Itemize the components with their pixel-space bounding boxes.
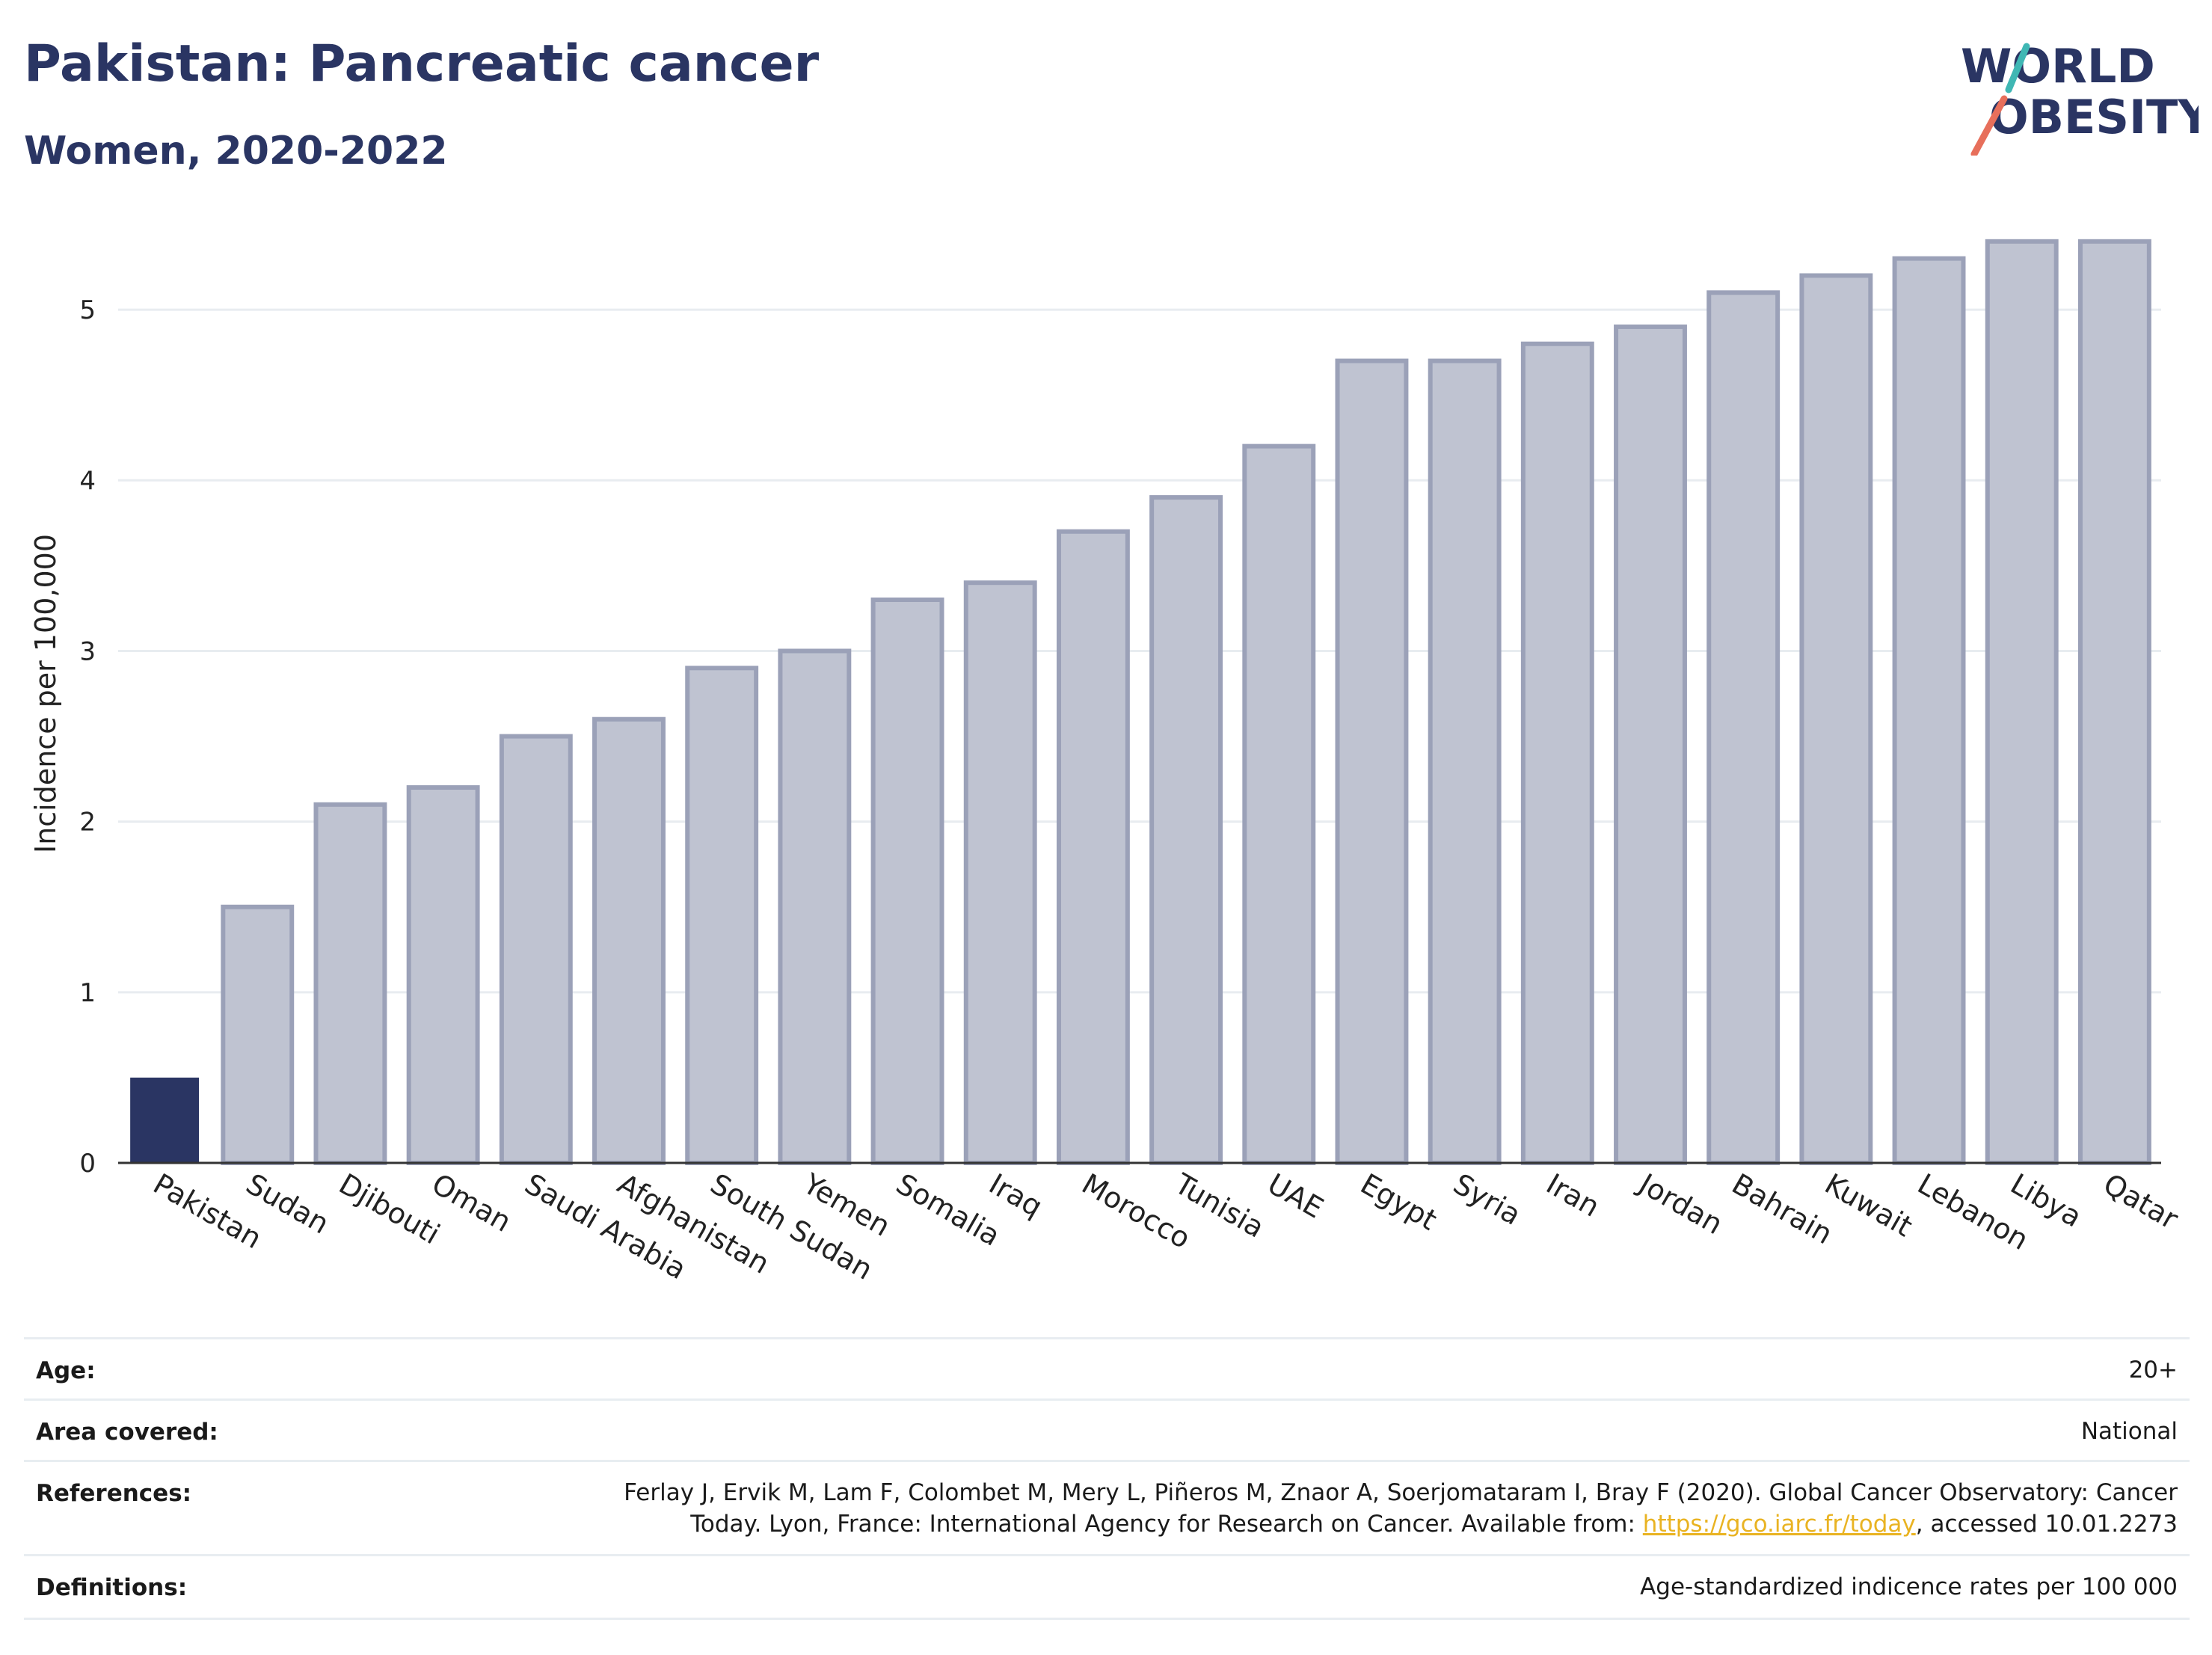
logo-line2: OBESITY [1989, 90, 2199, 144]
y-axis-label: Incidence per 100,000 [29, 534, 62, 853]
bar-tunisia [1149, 495, 1223, 1165]
bar-libya [1985, 239, 2059, 1165]
bar-morocco [1056, 529, 1130, 1165]
bar-syria [1428, 358, 1502, 1166]
y-tick-label: 2 [79, 808, 96, 838]
y-tick-label: 5 [79, 295, 96, 325]
bar-yemen [778, 648, 852, 1165]
bar-kuwait [1799, 273, 1873, 1165]
x-tick-label: Iran [1540, 1167, 1605, 1223]
bar-uae [1242, 443, 1316, 1165]
bar-iran [1520, 341, 1594, 1165]
x-tick-label: Iraq [983, 1167, 1048, 1223]
x-tick-label: Djibouti [334, 1167, 446, 1251]
x-tick-label: Jordan [1632, 1167, 1728, 1241]
meta-row-definitions: Definitions: Age-standardized indicence … [24, 1554, 2190, 1620]
bar-bahrain [1706, 290, 1781, 1166]
y-tick-label: 1 [79, 978, 96, 1008]
logo-line1: WORLD [1961, 39, 2155, 93]
bar-sudan [221, 904, 295, 1166]
bar-qatar [2077, 239, 2151, 1165]
references-line2-pre: Today. Lyon, France: International Agenc… [690, 1511, 1643, 1538]
age-value: 20+ [2128, 1357, 2178, 1384]
meta-row-area: Area covered: National [24, 1398, 2190, 1462]
bar-oman [406, 785, 480, 1165]
references-line2: Today. Lyon, France: International Agenc… [690, 1508, 2178, 1540]
y-tick-label: 3 [79, 636, 96, 666]
references-line1: Ferlay J, Ervik M, Lam F, Colombet M, Me… [624, 1479, 2178, 1506]
definitions-label: Definitions: [36, 1574, 188, 1601]
bar-egypt [1335, 358, 1409, 1166]
y-tick-label: 4 [79, 466, 96, 496]
references-link[interactable]: https://gco.iarc.fr/today [1642, 1511, 1916, 1538]
meta-row-age: Age: 20+ [24, 1337, 2190, 1401]
chart-subtitle: Women, 2020-2022 [24, 129, 448, 174]
x-tick-label: Syria [1448, 1167, 1526, 1232]
bar-iraq [963, 580, 1037, 1165]
world-obesity-logo: WORLD OBESITY [1961, 39, 2199, 156]
bar-saudi-arabia [499, 734, 573, 1165]
references-line2-post: , accessed 10.01.2273 [1915, 1511, 2178, 1538]
bar-jordan [1614, 324, 1687, 1166]
bar-south-sudan [685, 666, 759, 1165]
area-value: National [2080, 1418, 2178, 1445]
references-label: References: [36, 1480, 192, 1507]
chart-title: Pakistan: Pancreatic cancer [24, 34, 820, 93]
x-tick-label: UAE [1262, 1167, 1329, 1225]
y-tick-label: 0 [79, 1149, 96, 1179]
definitions-value: Age-standardized indicence rates per 100… [1640, 1573, 2178, 1600]
bar-somalia [870, 598, 944, 1165]
bar-djibouti [313, 802, 387, 1166]
x-tick-label: Egypt [1355, 1167, 1443, 1237]
age-label: Age: [36, 1357, 96, 1384]
meta-row-references: References: Ferlay J, Ervik M, Lam F, Co… [24, 1460, 2190, 1556]
x-tick-label: Kuwait [1819, 1167, 1918, 1244]
x-tick-label: Bahrain [1727, 1167, 1838, 1251]
x-tick-label: Somalia [891, 1167, 1006, 1253]
metadata-table: Age: 20+ Area covered: National Referenc… [24, 1337, 2190, 1621]
bar-afghanistan [592, 716, 666, 1165]
bar-lebanon [1892, 256, 1966, 1165]
x-tick-label: Qatar [2098, 1167, 2184, 1236]
area-label: Area covered: [36, 1419, 218, 1446]
bar-pakistan [130, 1077, 200, 1163]
